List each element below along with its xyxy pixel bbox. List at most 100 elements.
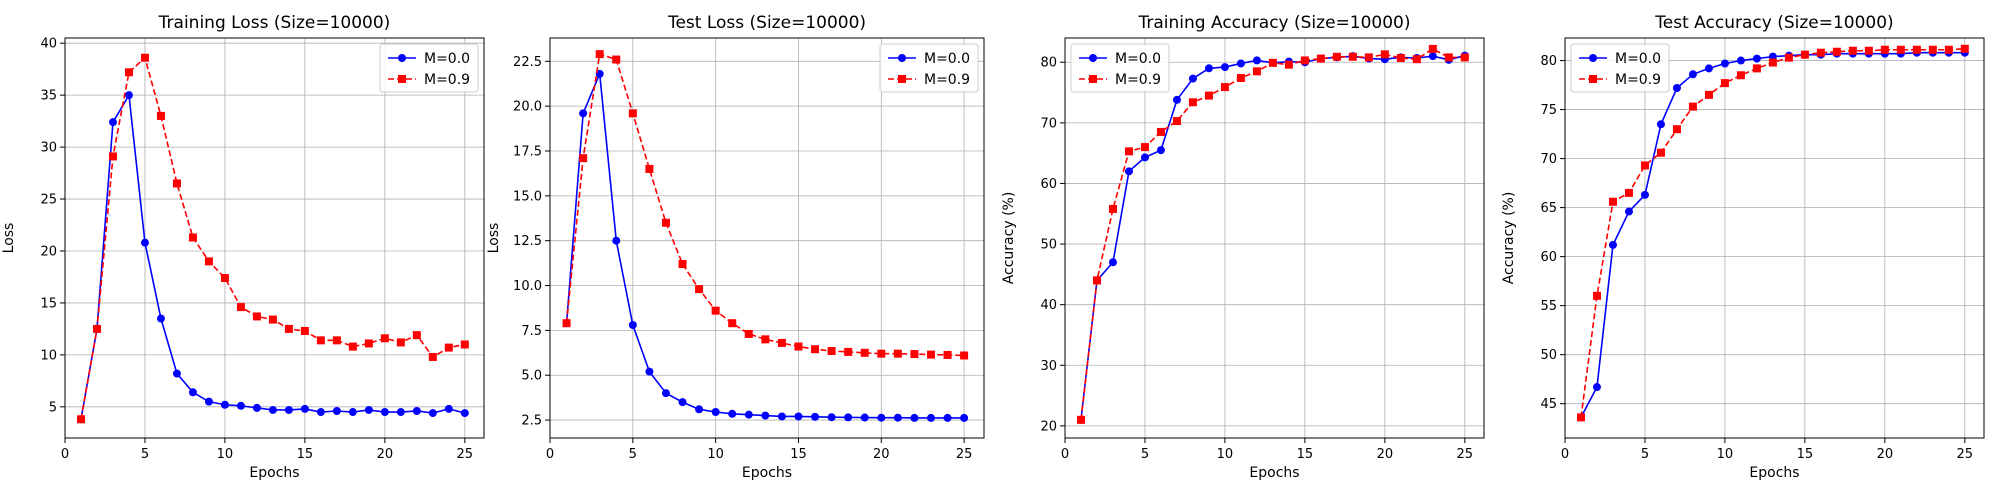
data-point-marker — [1316, 54, 1325, 63]
data-point-marker — [236, 303, 245, 312]
legend: M=0.0 M=0.9 — [1070, 43, 1170, 93]
legend-marker — [1589, 54, 1597, 62]
data-point-marker — [380, 408, 389, 417]
data-point-marker — [744, 410, 753, 419]
data-point-marker — [1832, 47, 1841, 56]
y-tick-label: 80 — [1040, 56, 1057, 71]
data-point-marker — [860, 413, 869, 422]
y-tick-label: 25 — [40, 193, 57, 208]
data-point-marker — [1912, 45, 1921, 54]
data-point-marker — [76, 415, 85, 424]
data-point-marker — [1140, 143, 1149, 152]
legend-label: M=0.0 — [924, 51, 970, 67]
data-point-marker — [1108, 204, 1117, 213]
y-tick-label: 22.5 — [513, 55, 542, 70]
data-point-marker — [695, 285, 704, 294]
data-point-marker — [412, 331, 421, 340]
y-tick-label: 45 — [1540, 397, 1557, 412]
y-tick-label: 30 — [1040, 359, 1057, 374]
data-point-marker — [628, 109, 637, 118]
data-point-marker — [204, 397, 213, 406]
data-point-marker — [1188, 98, 1197, 107]
data-point-marker — [108, 118, 117, 127]
y-axis-label: Accuracy (%) — [1001, 192, 1017, 285]
y-tick-label: 2.5 — [521, 414, 542, 429]
data-point-marker — [348, 342, 357, 351]
data-point-marker — [612, 55, 621, 64]
x-tick-label: 0 — [1561, 447, 1569, 462]
y-tick-label: 5.0 — [521, 369, 542, 384]
chart-title: Training Accuracy (Size=10000) — [1138, 13, 1411, 33]
data-point-marker — [1720, 59, 1729, 68]
x-tick-label: 20 — [873, 447, 890, 462]
data-point-marker — [1284, 60, 1293, 69]
data-point-marker — [1592, 291, 1601, 300]
legend: M=0.0 M=0.9 — [1570, 43, 1670, 93]
x-tick-label: 10 — [1217, 447, 1234, 462]
data-point-marker — [860, 348, 869, 357]
data-point-marker — [827, 413, 836, 422]
data-point-marker — [1624, 188, 1633, 197]
x-tick-label: 0 — [61, 447, 69, 462]
data-point-marker — [1124, 167, 1133, 176]
data-point-marker — [188, 233, 197, 242]
x-tick-label: 20 — [377, 447, 394, 462]
data-point-marker — [794, 342, 803, 351]
data-point-marker — [1236, 74, 1245, 82]
data-point-marker — [268, 405, 277, 414]
data-point-marker — [1672, 125, 1681, 134]
data-point-marker — [108, 152, 117, 161]
x-tick-label: 25 — [1457, 447, 1474, 462]
data-point-marker — [711, 306, 720, 315]
legend-marker — [398, 75, 406, 83]
data-point-marker — [412, 406, 421, 415]
data-point-marker — [1704, 90, 1713, 99]
x-tick-label: 15 — [1797, 447, 1814, 462]
data-point-marker — [877, 349, 886, 358]
data-point-marker — [364, 339, 373, 348]
data-point-marker — [761, 335, 770, 344]
x-tick-label: 5 — [1641, 447, 1649, 462]
chart-panel-2: 0 5 10 15 20 25 2.5 5.0 7.5 10.0 12.5 15.0 17.5 20.0 2… — [486, 13, 985, 481]
data-point-marker — [844, 347, 853, 356]
data-point-marker — [794, 412, 803, 421]
data-point-marker — [140, 238, 149, 247]
data-point-marker — [284, 405, 293, 414]
data-point-marker — [348, 408, 357, 417]
data-point-marker — [252, 312, 261, 321]
data-point-marker — [1720, 79, 1729, 88]
data-point-marker — [893, 349, 902, 358]
data-point-marker — [877, 413, 886, 422]
data-point-marker — [1944, 45, 1953, 54]
axes-frame — [1564, 37, 1985, 439]
x-tick-label: 20 — [1877, 447, 1894, 462]
y-tick-label: 50 — [1040, 238, 1057, 253]
data-point-marker — [1688, 102, 1697, 111]
data-point-marker — [1800, 50, 1809, 59]
data-point-marker — [172, 369, 181, 378]
data-point-marker — [1348, 52, 1357, 61]
data-point-marker — [1204, 64, 1213, 73]
chart-panel-3: 0 5 10 15 20 25 20 30 40 50 60 70 80 Training Accurac… — [1001, 13, 1485, 481]
data-point-marker — [960, 413, 969, 422]
y-tick-label: 20 — [1040, 419, 1057, 434]
data-point-marker — [728, 319, 737, 328]
legend-marker — [398, 54, 406, 62]
data-point-marker — [156, 111, 165, 120]
data-point-marker — [1188, 74, 1197, 83]
data-point-marker — [661, 389, 670, 398]
data-point-marker — [300, 404, 309, 413]
data-point-marker — [562, 319, 571, 328]
x-tick-label: 10 — [217, 447, 234, 462]
data-point-marker — [1204, 91, 1213, 100]
x-tick-label: 25 — [457, 447, 474, 462]
y-tick-label: 15.0 — [513, 189, 542, 204]
data-point-marker — [628, 320, 637, 329]
data-point-marker — [711, 407, 720, 416]
x-tick-label: 25 — [956, 447, 973, 462]
chart-title: Test Loss (Size=10000) — [667, 13, 866, 33]
data-point-marker — [220, 400, 229, 409]
data-point-marker — [678, 260, 687, 269]
data-point-marker — [92, 324, 101, 333]
y-axis-label: Loss — [1, 223, 17, 254]
